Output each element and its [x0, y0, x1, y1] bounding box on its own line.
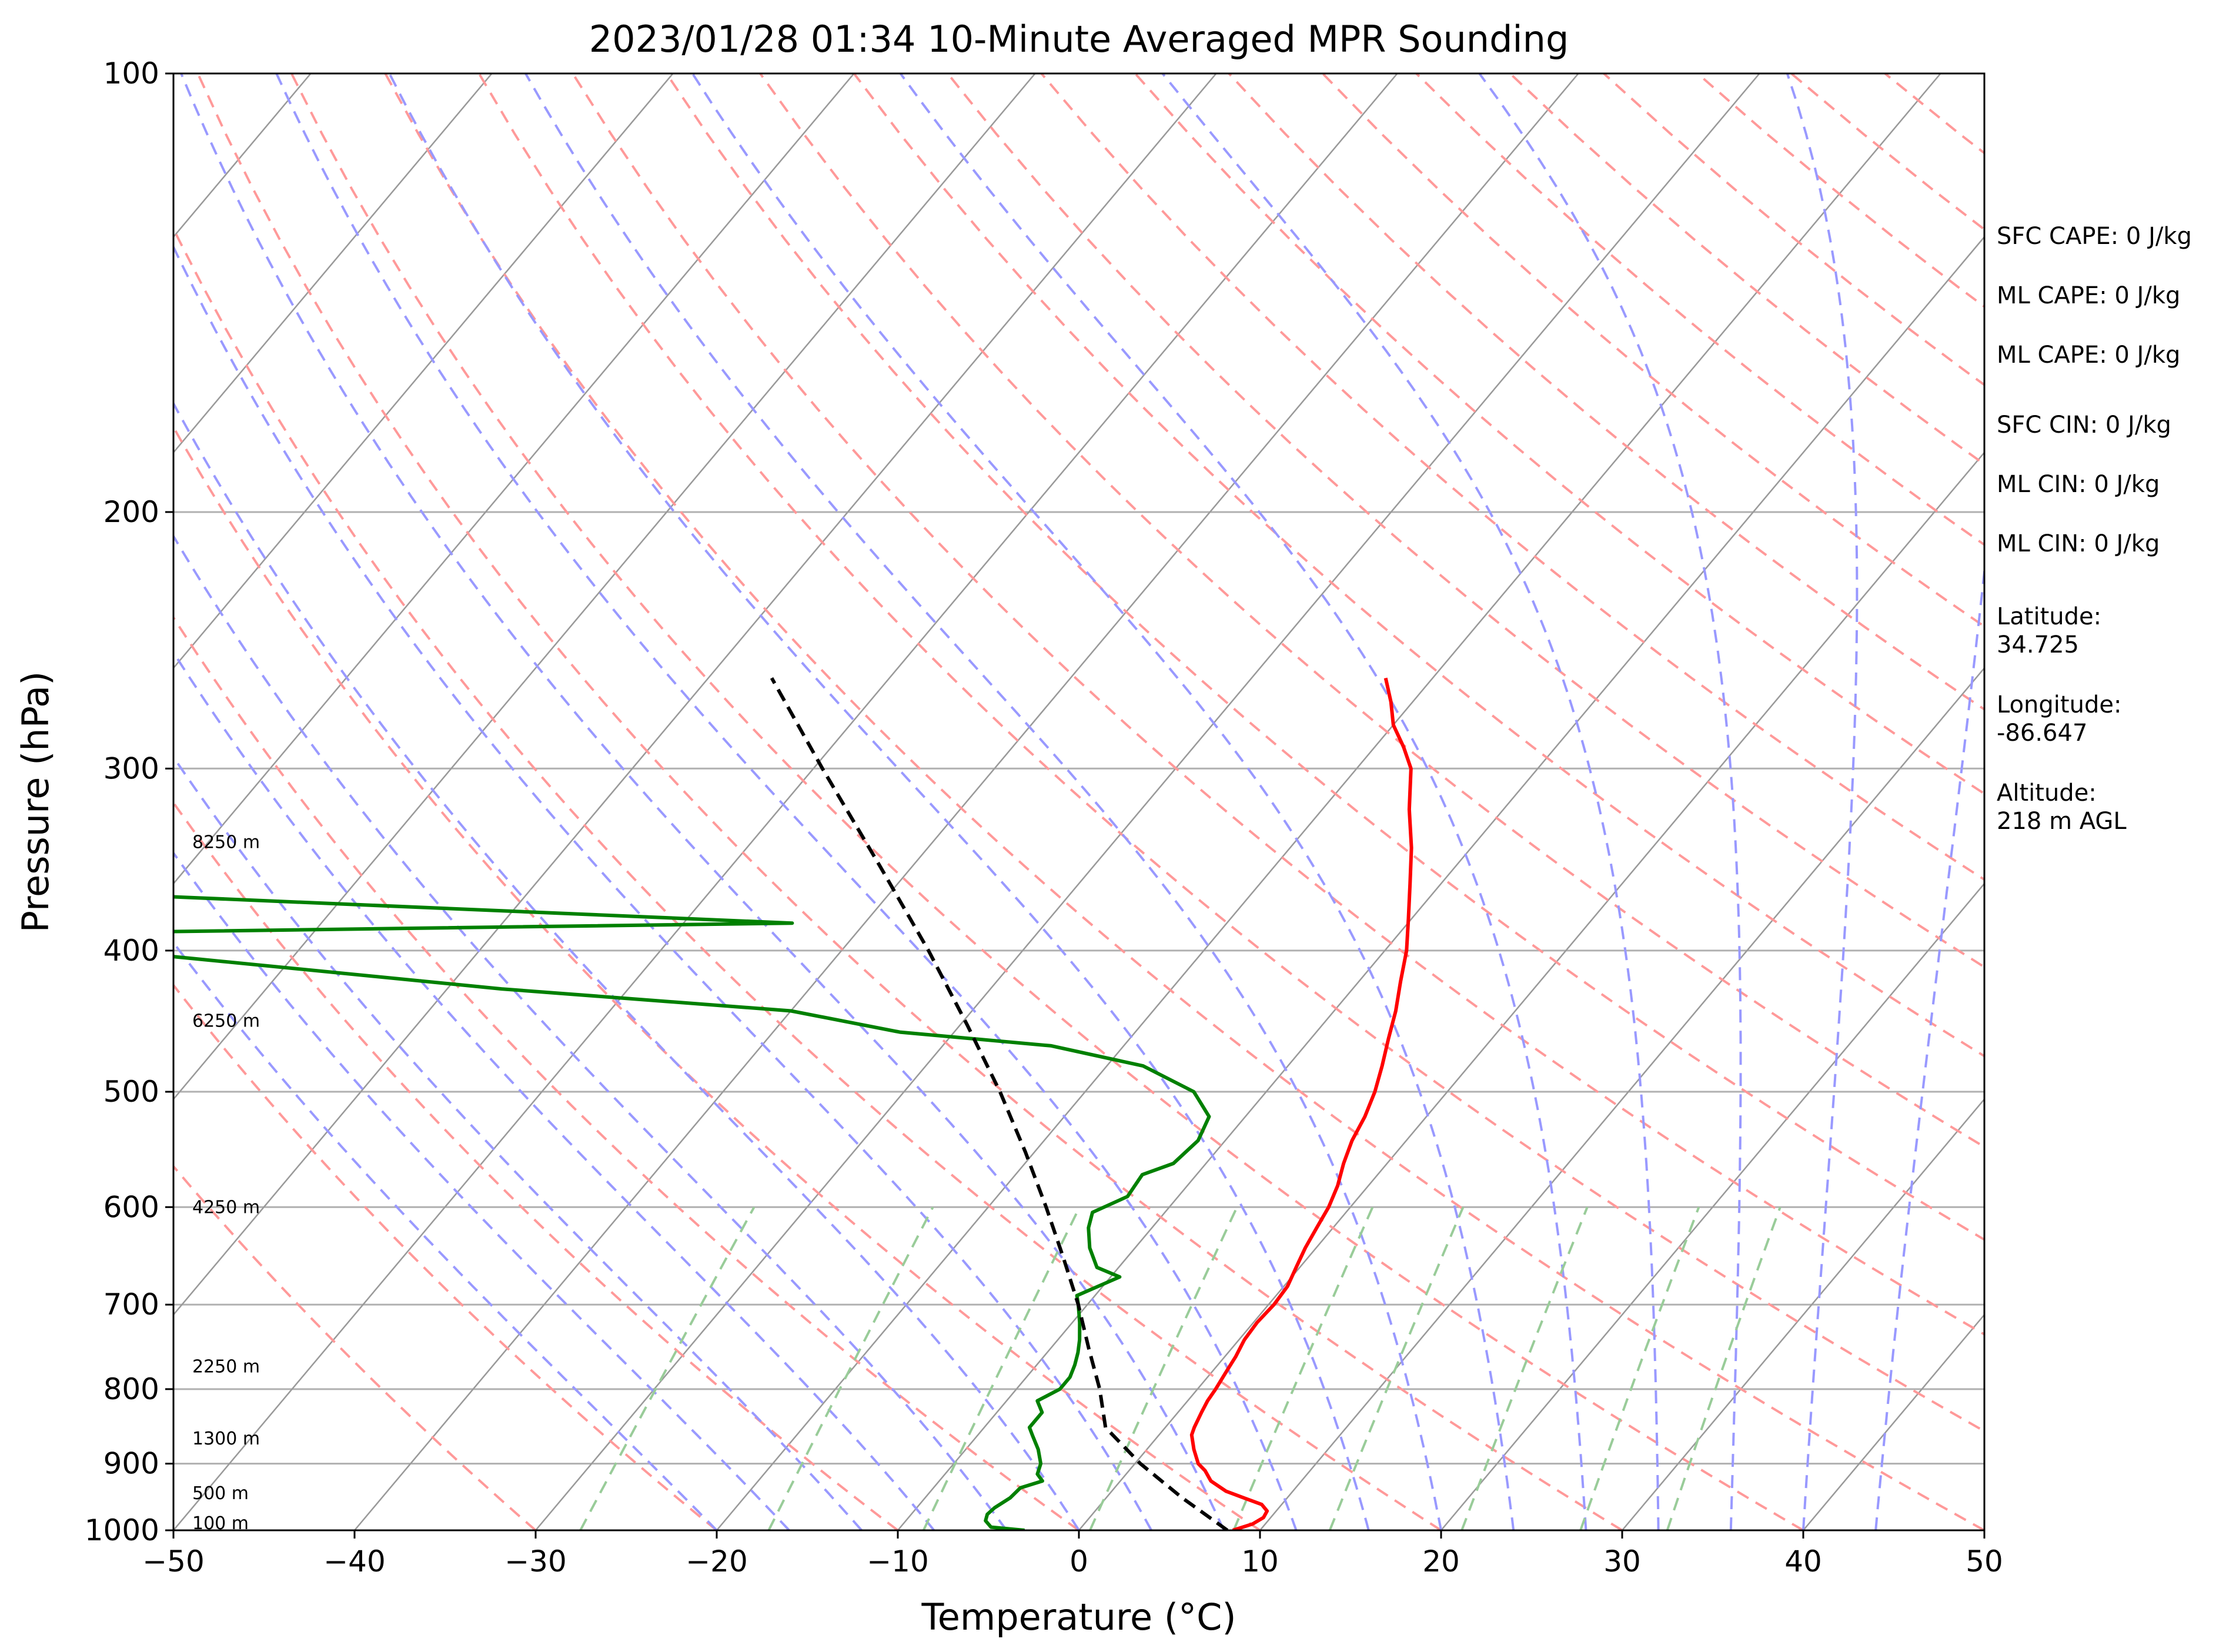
dry-adiabat	[173, 801, 899, 1530]
isotherm--50	[173, 73, 1398, 1530]
x-tick-label: 20	[1422, 1544, 1460, 1579]
x-tick-label: −20	[686, 1544, 748, 1579]
moist-adiabat	[1478, 73, 1742, 1530]
dry-adiabat	[571, 73, 1984, 1336]
moist-adiabat	[388, 73, 1370, 1530]
info-line: ML CIN: 0 J/kg	[1997, 530, 2160, 557]
mixing-ratio-line	[1089, 1206, 1238, 1530]
info-line: SFC CAPE: 0 J/kg	[1997, 223, 2192, 250]
x-axis-label: Temperature (°C)	[921, 1596, 1236, 1638]
info-line: Latitude: 34.725	[1997, 603, 2101, 658]
info-line: ML CAPE: 0 J/kg	[1997, 342, 2180, 369]
moist-adiabat	[691, 73, 1515, 1530]
dry-adiabat	[290, 73, 1804, 1530]
y-axis: 100 200 300 400 500 600 700 800 900 1000	[85, 56, 173, 1547]
height-label: 8250 m	[192, 832, 260, 852]
dry-adiabat	[1134, 73, 1984, 795]
isotherm--20	[716, 73, 1941, 1530]
mixing-ratio-line	[767, 1206, 934, 1530]
dry-adiabat	[1040, 73, 1984, 881]
isotherm--30	[535, 73, 1760, 1530]
isotherm--70	[173, 73, 1036, 1101]
x-tick-label: −30	[504, 1544, 567, 1579]
mixing-ratio-line	[1666, 1206, 1782, 1530]
info-line: ML CIN: 0 J/kg	[1997, 471, 2160, 498]
x-tick-label: 30	[1603, 1544, 1641, 1579]
mixing-ratio-line	[1328, 1206, 1465, 1530]
isotherm--100	[173, 73, 493, 454]
moist-adiabat	[173, 650, 935, 1530]
mixing-ratio-line	[1232, 1206, 1374, 1530]
y-axis-label: Pressure (hPa)	[14, 671, 57, 933]
isotherm--40	[354, 73, 1579, 1530]
dry-adiabat	[665, 73, 1984, 1241]
y-tick-label: 900	[103, 1447, 159, 1481]
y-tick-label: 100	[103, 56, 159, 91]
isotherm--80	[173, 73, 855, 885]
height-label: 6250 m	[192, 1011, 260, 1031]
info-line: Longitude: -86.647	[1997, 691, 2121, 747]
info-line: ML CAPE: 0 J/kg	[1997, 282, 2180, 309]
y-tick-label: 1000	[85, 1513, 159, 1547]
info-line: Altitude: 218 m AGL	[1997, 780, 2127, 835]
moist-adiabat	[173, 534, 1008, 1530]
chart-title: 2023/01/28 01:34 10-Minute Averaged MPR …	[589, 18, 1569, 61]
isotherm-10	[1259, 667, 1984, 1530]
dry-adiabat	[173, 424, 1261, 1530]
x-tick-label: −10	[867, 1544, 929, 1579]
dry-adiabat	[173, 983, 718, 1530]
mixing-ratio-line	[579, 1206, 756, 1530]
isotherm-20	[1440, 882, 1984, 1530]
parcel-profile	[770, 677, 1229, 1530]
x-tick-label: −40	[323, 1544, 386, 1579]
x-tick-label: 0	[1069, 1544, 1088, 1579]
mixing-ratio-line	[1460, 1206, 1589, 1530]
moist-adiabat	[180, 73, 1225, 1530]
x-tick-label: 50	[1966, 1544, 2003, 1579]
y-tick-label: 700	[103, 1288, 159, 1322]
moist-adiabat	[1786, 73, 1859, 1530]
moist-adiabat	[173, 941, 718, 1530]
mixing-ratio-line	[922, 1206, 1081, 1530]
moist-adiabat	[173, 244, 1152, 1530]
y-tick-label: 600	[103, 1190, 159, 1224]
plot-area	[173, 73, 1984, 1530]
dry-adiabat	[173, 1164, 537, 1530]
y-tick-label: 500	[103, 1075, 159, 1109]
x-tick-label: 40	[1784, 1544, 1822, 1579]
dry-adiabat	[1228, 73, 1984, 711]
y-tick-label: 200	[103, 495, 159, 529]
moist-adiabat	[524, 73, 1442, 1530]
y-tick-label: 300	[103, 751, 159, 785]
dry-adiabat	[477, 73, 1984, 1433]
dewpoint-profile	[173, 895, 1211, 1530]
info-panel: SFC CAPE: 0 J/kg ML CAPE: 0 J/kg ML CAPE: …	[1997, 223, 2192, 835]
height-label: 1300 m	[192, 1429, 260, 1449]
isotherm--90	[173, 73, 674, 670]
moist-adiabat	[173, 401, 1080, 1530]
x-axis: −50 −40 −30 −20 −10 0 10 20 30 40 50	[142, 1530, 2003, 1579]
dry-adiabat	[853, 73, 1984, 1058]
x-tick-label: −50	[142, 1544, 205, 1579]
isotherm--10	[897, 236, 1984, 1530]
height-label: 2250 m	[192, 1357, 260, 1377]
dry-adiabat	[173, 615, 1080, 1530]
dry-adiabat	[173, 226, 1442, 1530]
y-tick-label: 400	[103, 934, 159, 968]
moist-adiabat	[275, 73, 1298, 1530]
y-tick-label: 800	[103, 1372, 159, 1406]
height-label: 500 m	[192, 1483, 249, 1504]
temperature-profile	[1189, 677, 1413, 1530]
dry-adiabat	[384, 73, 1984, 1530]
x-tick-label: 10	[1241, 1544, 1279, 1579]
isotherm-30	[1622, 1098, 1984, 1530]
info-line: SFC CIN: 0 J/kg	[1997, 412, 2171, 439]
mixing-ratio-line	[1579, 1206, 1700, 1530]
height-label: 4250 m	[192, 1197, 260, 1218]
isotherm--60	[173, 73, 1217, 1316]
moist-adiabat	[899, 73, 1587, 1530]
dry-adiabat	[196, 73, 1623, 1530]
